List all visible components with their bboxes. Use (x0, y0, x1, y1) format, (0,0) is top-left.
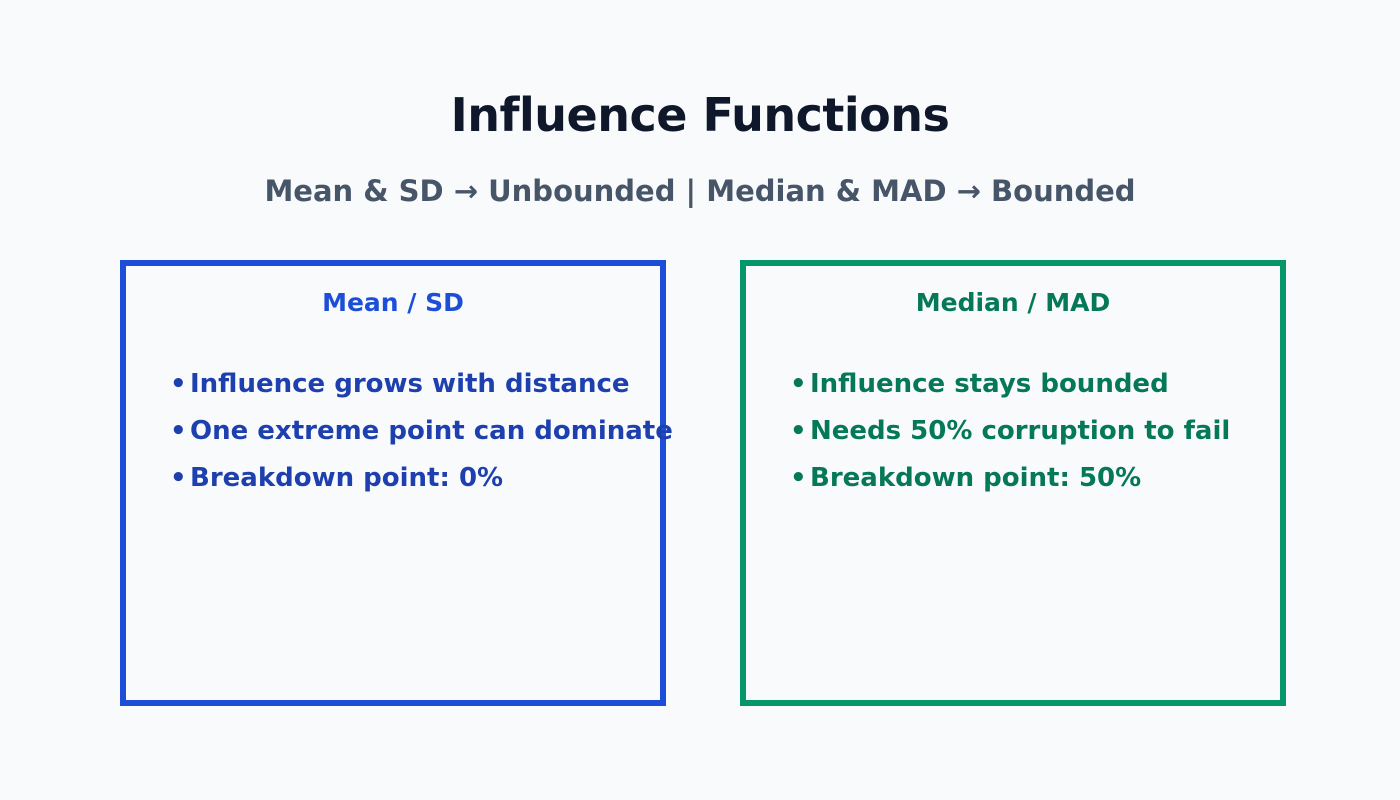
list-item: • Breakdown point: 50% (790, 462, 1230, 509)
list-item: • Influence grows with distance (170, 368, 673, 415)
bullet-list: • Influence grows with distance • One extr… (170, 368, 673, 509)
panel-title: Mean / SD (322, 288, 464, 317)
mean-sd-panel: Mean / SD • Influence grows with distance… (120, 260, 673, 706)
bullet-icon: • (170, 463, 187, 493)
panel-title: Median / MAD (915, 288, 1111, 317)
list-item: • Needs 50% corruption to fail (790, 415, 1230, 462)
page-subtitle: Mean & SD → Unbounded | Median & MAD → B… (264, 174, 1136, 208)
bullet-icon: • (170, 369, 187, 399)
median-mad-panel: Median / MAD • Influence stays bounded • N… (740, 260, 1286, 706)
list-item-text: Breakdown point: 50% (810, 463, 1142, 493)
bullet-icon: • (790, 416, 807, 446)
list-item: • Breakdown point: 0% (170, 462, 673, 509)
page-title: Influence Functions (450, 88, 950, 142)
bullet-icon: • (170, 416, 187, 446)
bullet-icon: • (790, 369, 807, 399)
list-item: • One extreme point can dominate (170, 415, 673, 462)
list-item-text: One extreme point can dominate (190, 416, 673, 446)
list-item-text: Breakdown point: 0% (190, 463, 504, 493)
bullet-icon: • (790, 463, 807, 493)
list-item-text: Needs 50% corruption to fail (810, 416, 1231, 446)
bullet-list: • Influence stays bounded • Needs 50% corr… (790, 368, 1230, 509)
list-item-text: Influence grows with distance (190, 369, 630, 399)
list-item: • Influence stays bounded (790, 368, 1230, 415)
list-item-text: Influence stays bounded (810, 369, 1169, 399)
